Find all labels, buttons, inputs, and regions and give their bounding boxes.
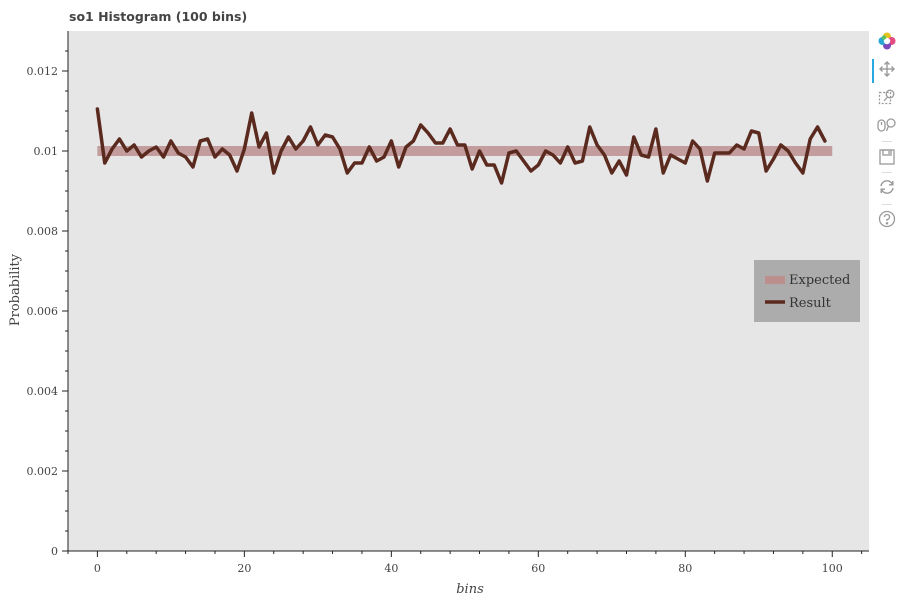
help-icon[interactable] bbox=[876, 208, 898, 230]
x-tick-label: 20 bbox=[237, 562, 251, 575]
x-axis-label: bins bbox=[456, 582, 484, 597]
reset-icon[interactable] bbox=[876, 176, 898, 198]
y-tick-label: 0.006 bbox=[27, 305, 59, 318]
series-result-line bbox=[95, 107, 827, 185]
x-tick-label: 40 bbox=[384, 562, 398, 575]
save-icon[interactable] bbox=[876, 146, 898, 168]
bokeh-logo-icon[interactable] bbox=[876, 30, 898, 52]
series-layer bbox=[95, 107, 833, 185]
x-axis-ticks: 0 20 40 60 80 100 bbox=[67, 551, 863, 575]
y-tick-label: 0.008 bbox=[27, 225, 59, 238]
chart-toolbar bbox=[872, 28, 900, 248]
x-tick-label: 60 bbox=[531, 562, 545, 575]
pan-icon[interactable] bbox=[872, 58, 898, 83]
chart-title: so1 Histogram (100 bins) bbox=[69, 9, 247, 24]
y-tick-label: 0.01 bbox=[34, 145, 59, 158]
legend-box bbox=[754, 260, 860, 322]
x-tick-label: 100 bbox=[822, 562, 843, 575]
wheel-zoom-icon[interactable] bbox=[876, 114, 898, 136]
legend: Expected Result bbox=[754, 260, 860, 322]
y-axis-label: Probability bbox=[8, 253, 23, 326]
toolbar-divider bbox=[882, 172, 892, 173]
toolbar-divider bbox=[882, 204, 892, 205]
y-axis-ticks: 0 0.002 0.004 0.006 0.008 0.01 0.012 bbox=[27, 50, 68, 558]
legend-label-expected: Expected bbox=[789, 273, 850, 288]
plot-area[interactable] bbox=[68, 31, 869, 551]
y-tick-label: 0.004 bbox=[27, 385, 59, 398]
legend-label-result: Result bbox=[789, 296, 832, 311]
toolbar-divider bbox=[882, 141, 892, 142]
y-tick-label: 0 bbox=[51, 545, 58, 558]
x-tick-label: 0 bbox=[94, 562, 101, 575]
x-tick-label: 80 bbox=[678, 562, 692, 575]
box-zoom-icon[interactable] bbox=[876, 86, 898, 108]
y-tick-label: 0.012 bbox=[27, 65, 59, 78]
y-tick-label: 0.002 bbox=[27, 465, 59, 478]
